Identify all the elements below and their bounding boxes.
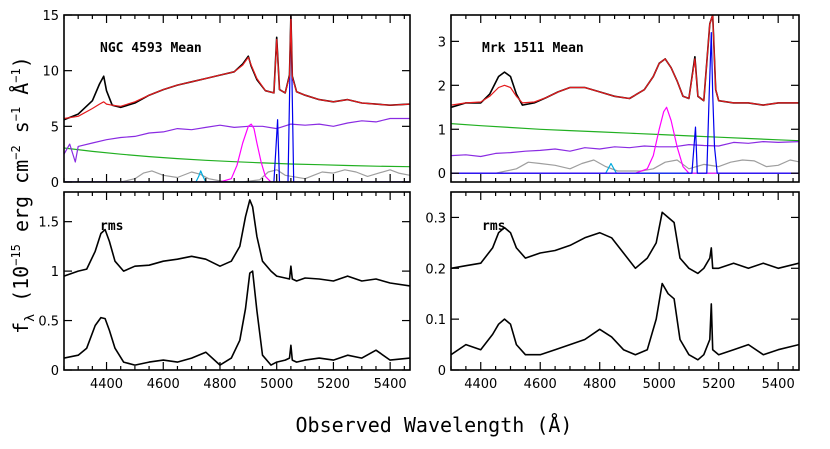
ngc4593-mean-panel: NGC 4593 Mean 0 5 10 15	[42, 9, 411, 191]
ngc4593-rms-x-tick-label-4600: 4600	[147, 377, 180, 392]
ngc4593-rms-x-tick-label-5200: 5200	[317, 377, 350, 392]
ngc4593-rms-x-tick-label-4800: 4800	[203, 377, 236, 392]
ngc4593-rms-panel: rms 4400 4600 4800 5000 5200 5400 0 0.5 1 1.5	[38, 191, 411, 392]
ngc4593-mean-hbeta-broad-line	[64, 123, 410, 182]
mrk1511-rms-y-tick-label-2: 0.2	[425, 262, 446, 277]
ngc4593-mean-observed-spectrum-line-6	[64, 15, 410, 121]
mrk1511-mean-series-group	[451, 15, 799, 174]
y-axis-title-part5: )	[9, 56, 33, 68]
mrk1511-rms-series-group	[451, 211, 799, 361]
y-axis-title-sub: λ	[23, 314, 38, 322]
mrk1511-rms-x-tick-label-5000: 5000	[643, 377, 676, 392]
mrk1511-rms-x-tick-label-4600: 4600	[524, 377, 557, 392]
x-axis-title: Observed Wavelength (Å)	[296, 413, 573, 437]
y-axis-title-exp1: −15	[9, 244, 23, 266]
mrk1511-rms-y-tick-label-1: 0.1	[425, 313, 446, 328]
ngc4593-rms-y-tick-label-0: 0	[51, 364, 59, 379]
mrk1511-mean-hbeta-broad-line	[451, 106, 799, 174]
mrk1511-mean-y-tick-label-1: 1	[438, 123, 446, 138]
mrk1511-mean-panel: Mrk 1511 Mean 0 1 2 3	[438, 14, 800, 183]
mrk1511-mean-observed-spectrum-line-6	[451, 15, 799, 109]
y-axis-title-exp4: −1	[9, 68, 23, 82]
ngc4593-mean-series-group	[64, 15, 410, 182]
mrk1511-mean-y-tick-label-3: 3	[438, 35, 446, 50]
mrk1511-rms-y-tick-label-0: 0	[438, 364, 446, 379]
ngc4593-mean-host-galaxy-component-line	[64, 147, 410, 168]
y-axis-title-exp3: −1	[9, 107, 23, 121]
ngc4593-rms-x-tick-label-5400: 5400	[374, 377, 407, 392]
ngc4593-rms-series-group	[64, 199, 410, 366]
y-axis-title-part1: (10	[9, 266, 33, 314]
mrk1511-mean-y-tick-label-2: 2	[438, 79, 446, 94]
ngc4593-mean-y-tick-label-0: 0	[51, 176, 59, 191]
y-axis-title-exp2: −2	[9, 145, 23, 159]
ngc4593-mean-oiii-narrow-line	[64, 15, 410, 182]
ngc4593-rms-x-tick-label-5000: 5000	[260, 377, 293, 392]
mrk1511-mean-host-galaxy-component-line	[451, 122, 799, 142]
mrk1511-rms-title: rms	[482, 219, 505, 234]
ngc4593-rms-frame	[63, 191, 411, 371]
mrk1511-rms-panel: rms 4400 4600 4800 5000 5200 5400 0 0.1 0.2 0.3	[425, 191, 800, 392]
mrk1511-rms-x-tick-label-5200: 5200	[702, 377, 735, 392]
mrk1511-rms-frame	[450, 191, 800, 371]
ngc4593-mean-model-fit-line	[64, 15, 410, 120]
mrk1511-mean-feii-component-line	[451, 159, 799, 174]
ngc4593-mean-title: NGC 4593 Mean	[100, 41, 202, 56]
mrk1511-rms-x-tick-label-4800: 4800	[583, 377, 616, 392]
mrk1511-mean-powerlaw-component-line	[451, 141, 799, 158]
mrk1511-mean-frame	[450, 14, 800, 183]
mrk1511-rms-observed-spectrum-line-1	[451, 282, 799, 361]
mrk1511-mean-oiii-narrow-line	[451, 31, 799, 174]
ngc4593-rms-title: rms	[100, 219, 123, 234]
ngc4593-mean-y-tick-label-1: 5	[51, 120, 59, 135]
ngc4593-rms-observed-spectrum-line-0	[64, 199, 410, 287]
ngc4593-mean-feii-component-line	[64, 169, 410, 182]
mrk1511-mean-y-tick-label-0: 0	[438, 167, 446, 182]
mrk1511-rms-x-tick-label-5400: 5400	[762, 377, 795, 392]
y-axis-title-part3: s	[9, 121, 33, 145]
mrk1511-mean-model-fit-line	[451, 15, 799, 106]
ngc4593-mean-y-tick-label-3: 15	[42, 9, 59, 24]
ngc4593-mean-y-tick-label-2: 10	[42, 65, 59, 80]
y-axis-title-part4: Å	[9, 83, 33, 107]
ngc4593-mean-frame	[63, 14, 411, 183]
ngc4593-mean-powerlaw-component-line	[64, 117, 410, 163]
ngc4593-rms-x-tick-label-4400: 4400	[90, 377, 123, 392]
mrk1511-mean-title: Mrk 1511 Mean	[482, 41, 584, 56]
ngc4593-mean-heii-component-line	[64, 170, 410, 182]
y-axis-title: fλ (10−15 erg cm−2 s−1 Å−1)	[9, 56, 38, 334]
ngc4593-rms-y-tick-label-3: 1.5	[38, 216, 59, 231]
mrk1511-rms-y-tick-label-3: 0.3	[425, 211, 446, 226]
ngc4593-rms-y-tick-label-2: 1	[51, 265, 59, 280]
mrk1511-rms-observed-spectrum-line-0	[451, 211, 799, 275]
mrk1511-rms-x-tick-label-4400: 4400	[464, 377, 497, 392]
ngc4593-rms-y-tick-label-1: 0.5	[38, 315, 59, 330]
y-axis-title-f: f	[9, 322, 33, 334]
ngc4593-rms-observed-spectrum-line-1	[64, 270, 410, 366]
y-axis-title-part2: erg cm	[9, 160, 33, 244]
